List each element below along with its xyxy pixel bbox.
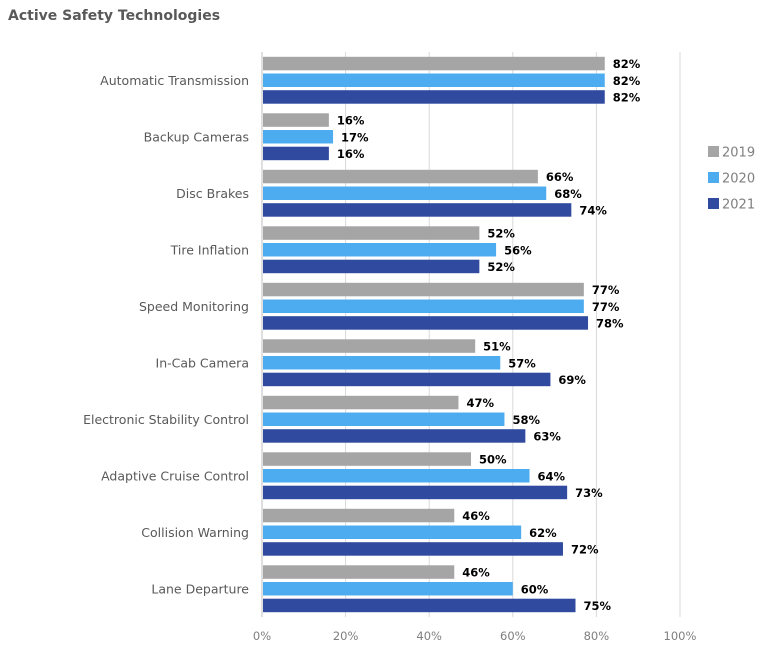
data-label: 82% <box>613 90 641 104</box>
x-tick-label: 80% <box>584 629 610 643</box>
category-label: Automatic Transmission <box>100 73 249 88</box>
data-label: 16% <box>337 114 365 128</box>
bar-2021 <box>263 146 329 161</box>
bar-2019 <box>263 508 455 523</box>
legend-swatch-2020 <box>708 172 719 183</box>
x-tick-label: 100% <box>664 629 697 643</box>
bar-2021 <box>263 372 551 387</box>
data-label: 66% <box>546 170 574 184</box>
data-label: 57% <box>508 356 536 370</box>
category-label: In-Cab Camera <box>156 355 249 370</box>
data-label: 46% <box>462 509 490 523</box>
data-label: 46% <box>462 566 490 580</box>
data-label: 64% <box>538 469 566 483</box>
category-label: Adaptive Cruise Control <box>101 468 249 483</box>
bar-2019 <box>263 565 455 579</box>
x-tick-label: 40% <box>416 629 442 643</box>
bar-2019 <box>263 282 584 297</box>
bar-2019 <box>263 113 329 127</box>
bar-2021 <box>263 203 572 217</box>
data-label: 52% <box>487 260 515 274</box>
bar-2020 <box>263 582 513 596</box>
bar-2020 <box>263 73 605 87</box>
data-label: 73% <box>575 486 603 500</box>
data-label: 50% <box>479 453 507 467</box>
category-label: Electronic Stability Control <box>83 412 249 427</box>
bar-2021 <box>263 485 568 500</box>
data-label: 52% <box>487 227 515 241</box>
bar-2019 <box>263 226 480 240</box>
bar-2019 <box>263 169 538 184</box>
bar-2021 <box>263 542 563 556</box>
legend-swatch-2021 <box>708 198 719 209</box>
data-label: 58% <box>512 413 540 427</box>
x-tick-label: 60% <box>500 629 526 643</box>
category-label: Lane Departure <box>151 581 249 596</box>
chart-title: Active Safety Technologies <box>8 8 221 24</box>
bar-2020 <box>263 525 522 539</box>
bar-2020 <box>263 130 334 144</box>
data-label: 75% <box>584 599 612 613</box>
data-label: 69% <box>558 373 586 387</box>
category-label: Speed Monitoring <box>139 299 249 314</box>
bar-2020 <box>263 356 501 370</box>
legend-label: 2021 <box>722 198 755 213</box>
data-label: 77% <box>592 300 620 314</box>
bar-2021 <box>263 316 589 330</box>
bar-2019 <box>263 339 476 353</box>
data-label: 63% <box>533 429 561 443</box>
bar-2020 <box>263 412 505 426</box>
data-label: 56% <box>504 243 532 257</box>
data-label: 72% <box>571 542 599 556</box>
data-label: 16% <box>337 147 365 161</box>
legend-swatch-2019 <box>708 146 719 157</box>
data-label: 51% <box>483 340 511 354</box>
category-label: Backup Cameras <box>144 129 249 144</box>
data-label: 78% <box>596 316 624 330</box>
legend-label: 2019 <box>722 146 755 161</box>
bar-2019 <box>263 452 471 466</box>
data-label: 74% <box>579 203 607 217</box>
bar-2020 <box>263 186 547 200</box>
data-label: 82% <box>613 74 641 88</box>
bar-2019 <box>263 395 459 410</box>
x-tick-label: 20% <box>333 629 359 643</box>
category-label: Tire Inflation <box>170 242 249 257</box>
bar-2020 <box>263 299 584 313</box>
bar-2020 <box>263 469 530 483</box>
x-tick-label: 0% <box>253 629 271 643</box>
category-label: Disc Brakes <box>176 186 249 201</box>
bar-2019 <box>263 56 605 71</box>
bar-2020 <box>263 243 497 257</box>
bar-2021 <box>263 259 480 274</box>
data-label: 47% <box>466 396 494 410</box>
bar-2021 <box>263 429 526 443</box>
data-label: 60% <box>521 582 549 596</box>
legend-label: 2020 <box>722 172 755 187</box>
data-label: 62% <box>529 526 557 540</box>
bar-2021 <box>263 90 605 104</box>
data-label: 77% <box>592 283 620 297</box>
bar-2021 <box>263 598 576 613</box>
data-label: 82% <box>613 57 641 71</box>
data-label: 17% <box>341 130 369 144</box>
category-label: Collision Warning <box>141 525 249 540</box>
data-label: 68% <box>554 187 582 201</box>
